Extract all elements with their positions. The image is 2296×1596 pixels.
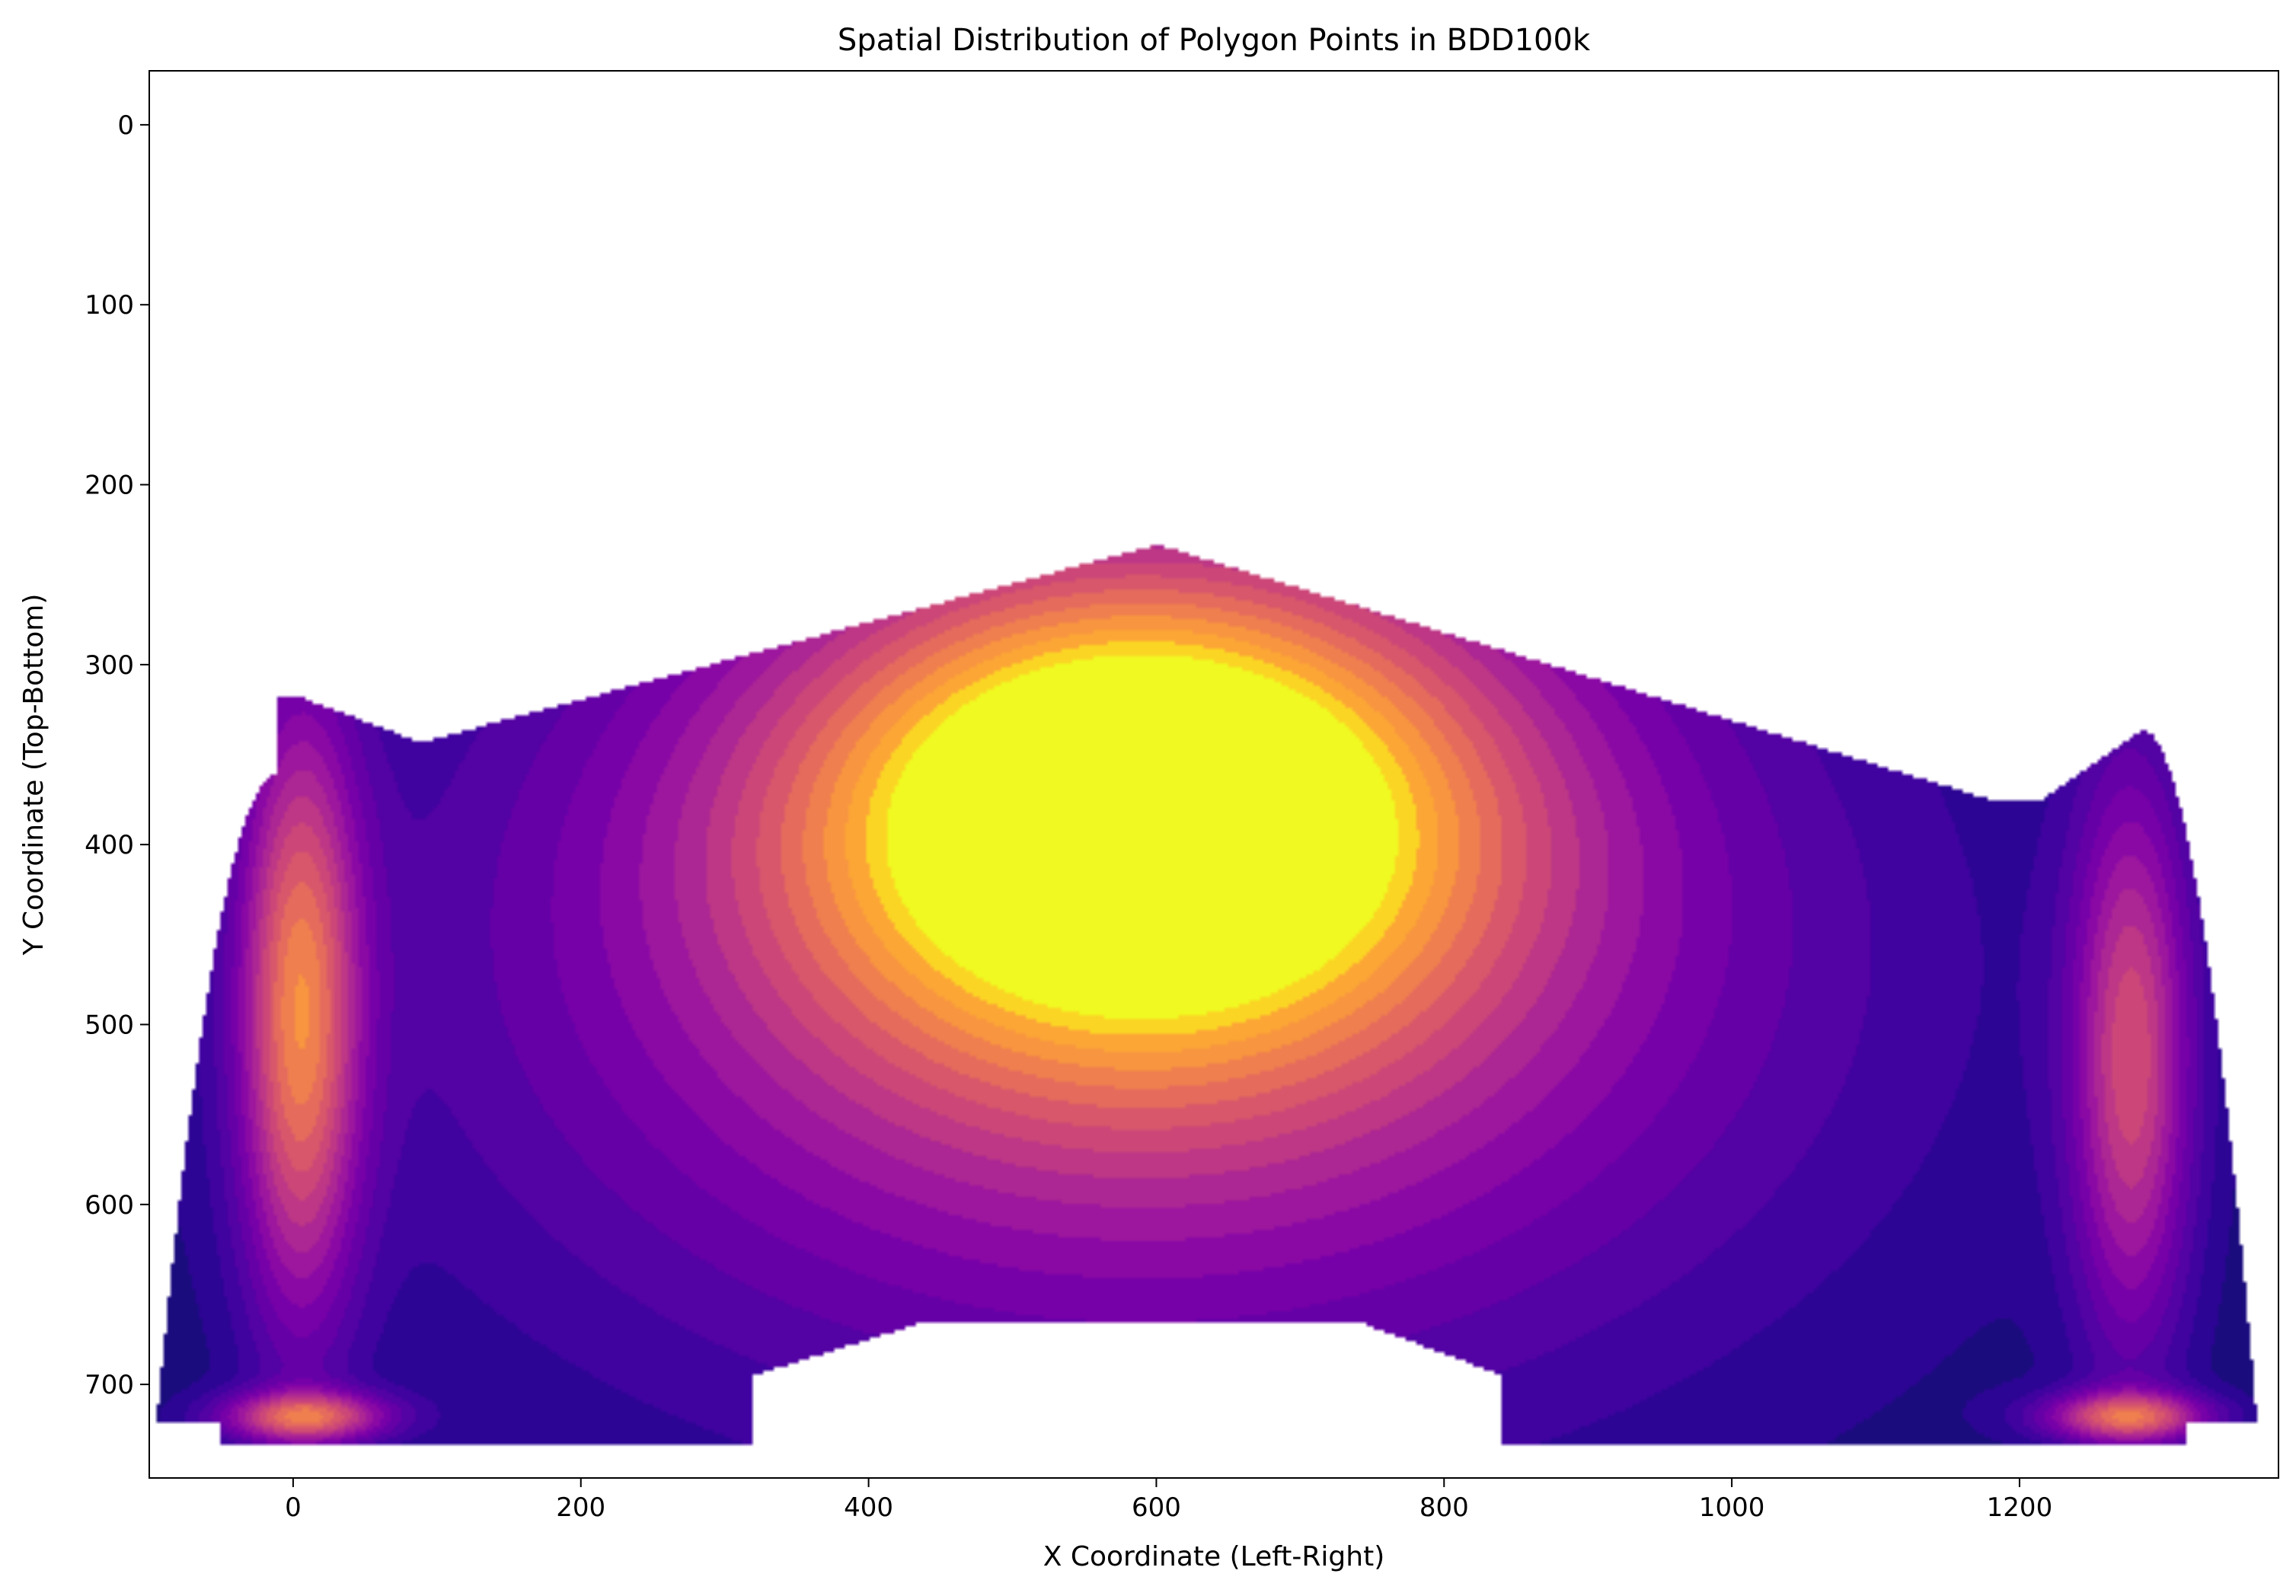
x-tick-label: 1200 bbox=[1987, 1492, 2053, 1523]
x-tick-label: 0 bbox=[285, 1492, 302, 1523]
y-tick-label: 400 bbox=[85, 830, 134, 860]
plot-frame bbox=[148, 70, 2279, 1479]
y-tick-label: 700 bbox=[85, 1370, 134, 1400]
y-axis-ticks: 0 100 200 300 400 500 600 700 bbox=[85, 110, 149, 1400]
y-tick-label: 0 bbox=[117, 110, 134, 141]
density-field bbox=[149, 71, 2278, 1478]
x-tick-label: 400 bbox=[844, 1492, 893, 1523]
density-layers bbox=[149, 71, 2278, 1478]
x-tick-label: 200 bbox=[556, 1492, 605, 1523]
y-tick-label: 500 bbox=[85, 1010, 134, 1040]
x-tick-label: 1000 bbox=[1699, 1492, 1765, 1523]
x-tick-label: 600 bbox=[1132, 1492, 1181, 1523]
x-axis-ticks: 0 200 400 600 800 1000 1200 bbox=[285, 1478, 2052, 1523]
x-tick-label: 800 bbox=[1419, 1492, 1469, 1523]
y-tick-label: 300 bbox=[85, 650, 134, 681]
y-tick-label: 600 bbox=[85, 1190, 134, 1221]
x-axis-label: X Coordinate (Left-Right) bbox=[1043, 1541, 1385, 1572]
y-axis-label: Y Coordinate (Top-Bottom) bbox=[18, 594, 49, 956]
y-tick-label: 200 bbox=[85, 471, 134, 501]
chart-title: Spatial Distribution of Polygon Points i… bbox=[838, 23, 1591, 58]
y-tick-label: 100 bbox=[85, 290, 134, 321]
